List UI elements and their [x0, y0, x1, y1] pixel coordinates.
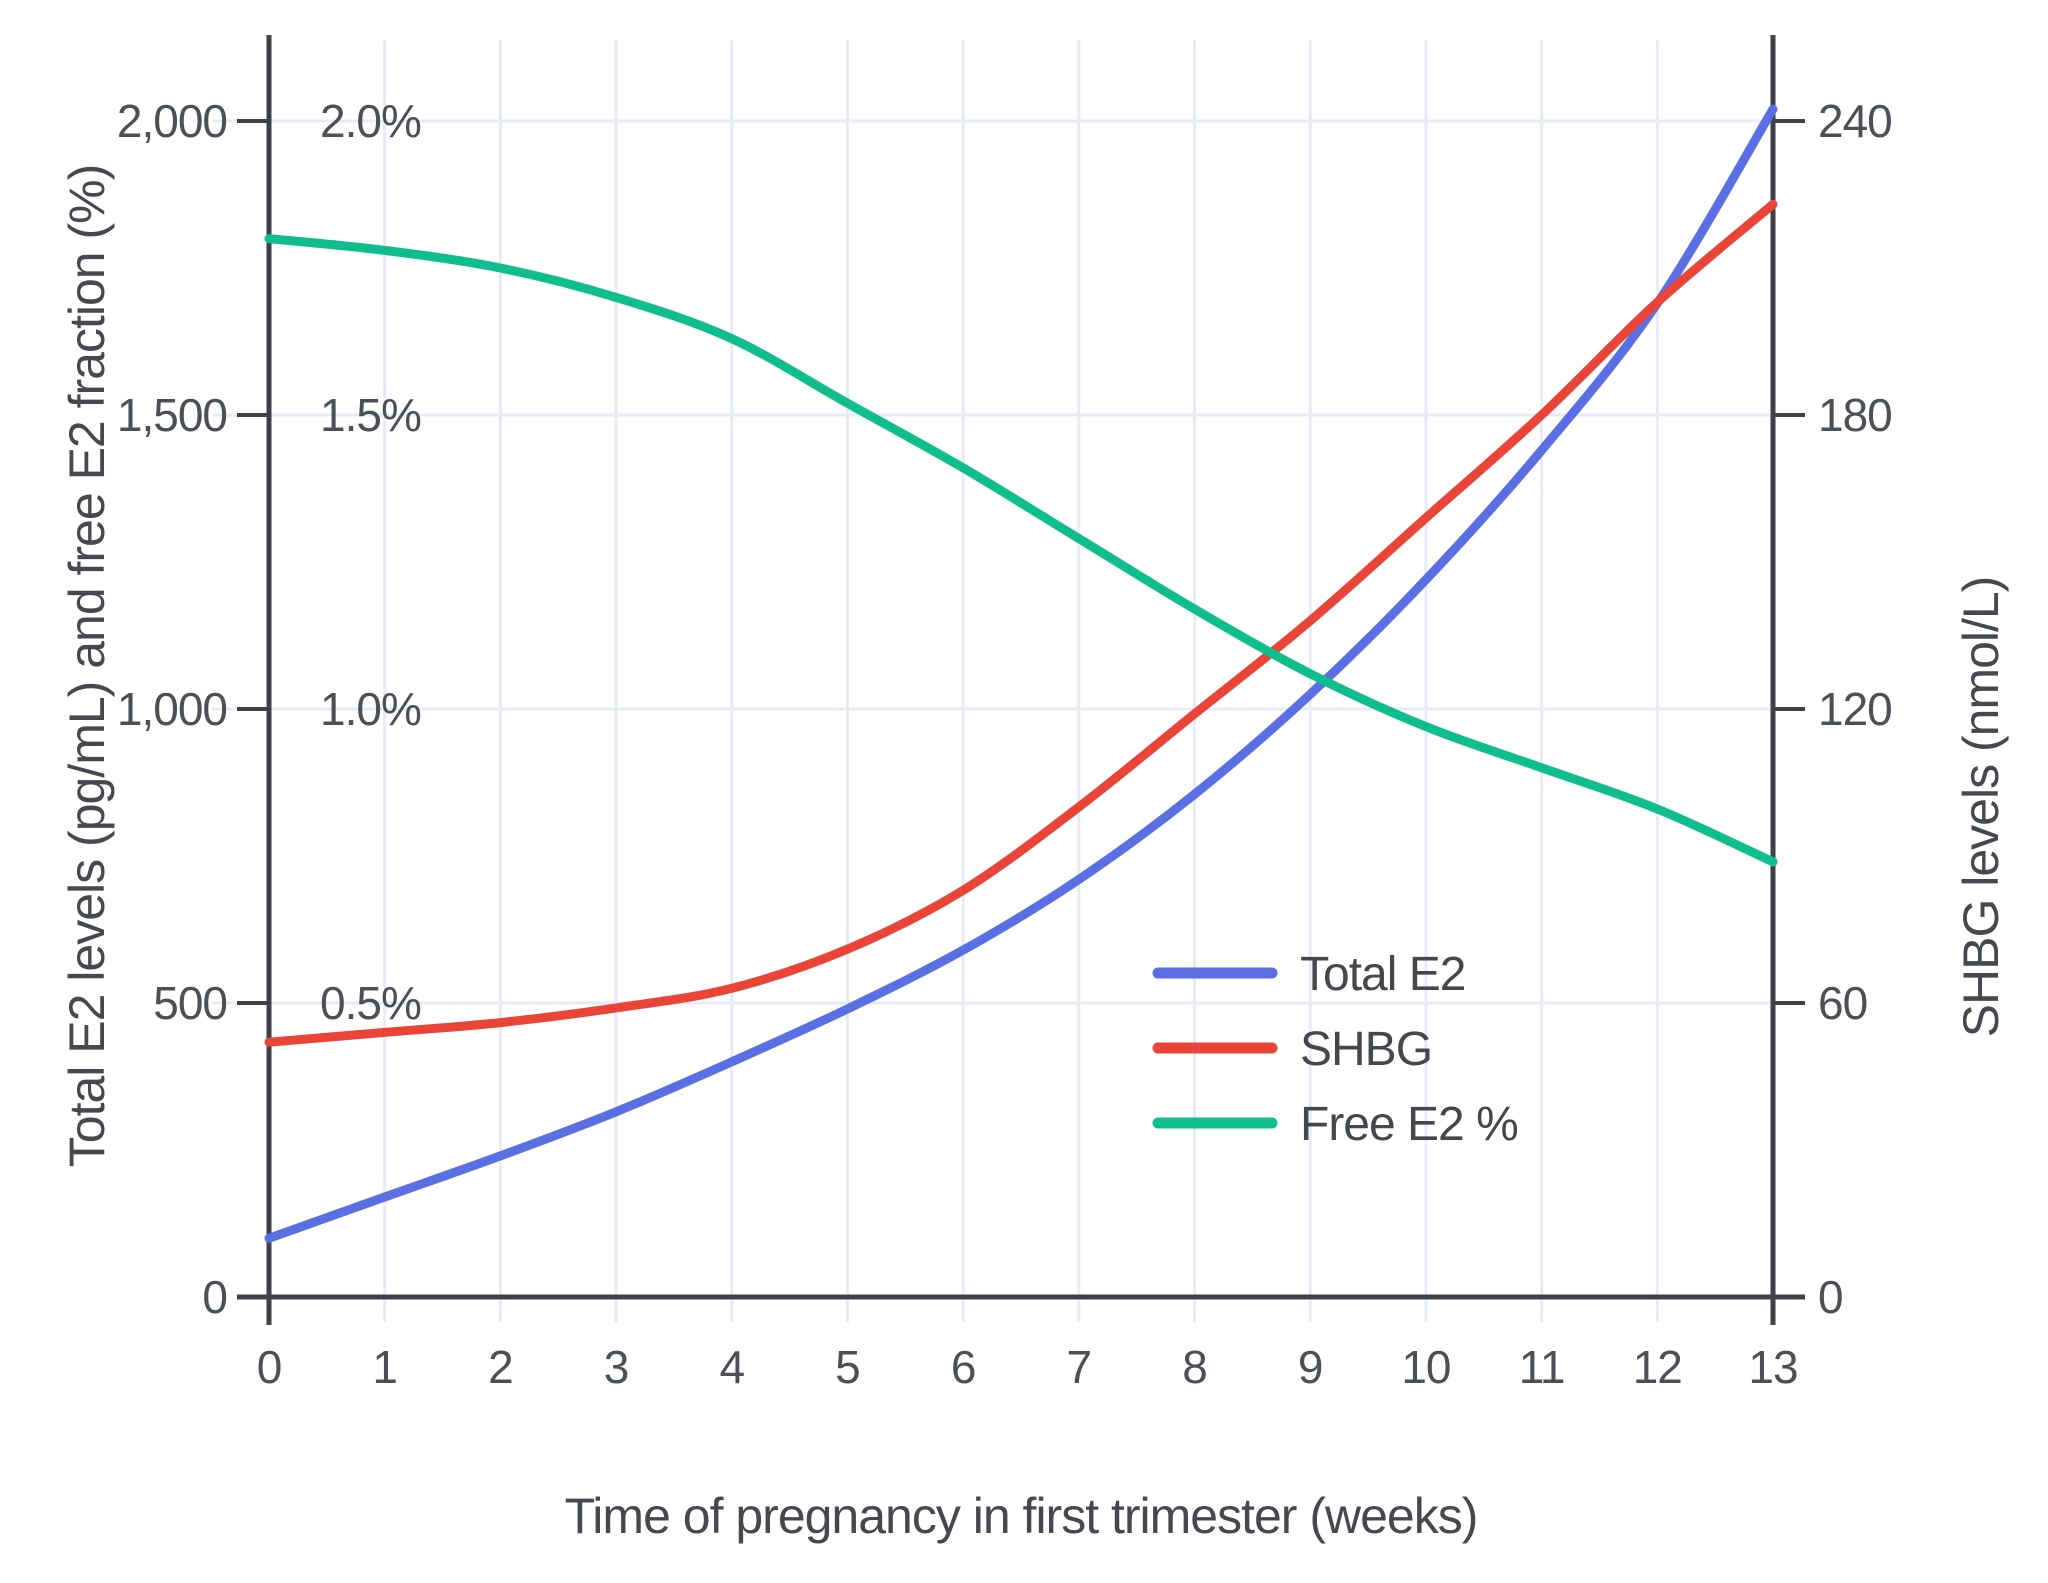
free-e2-percent-annotation: 0.5% [320, 977, 421, 1029]
x-axis-title: Time of pregnancy in first trimester (we… [565, 1488, 1478, 1544]
x-tick-label: 1 [372, 1341, 397, 1393]
free-e2-percent-annotation: 2.0% [320, 95, 421, 147]
series-line-free-e2 [264, 234, 1778, 867]
x-tick-label: 3 [604, 1341, 629, 1393]
left-y-axis-title: Total E2 levels (pg/mL) and free E2 frac… [59, 165, 115, 1167]
left-y-tick-label: 1,500 [117, 389, 227, 441]
right-y-tick-label: 60 [1818, 977, 1867, 1029]
x-tick-label: 9 [1298, 1341, 1323, 1393]
series-line-shbg [264, 199, 1778, 1047]
legend-label-total-e2: Total E2 [1300, 948, 1465, 1001]
left-y-tick-label: 0 [202, 1271, 227, 1323]
axis-lines [237, 35, 1805, 1325]
x-tick-label: 0 [257, 1341, 282, 1393]
free-e2-percent-annotation: 1.5% [320, 389, 421, 441]
free-e2-percent-annotation: 1.0% [320, 683, 421, 735]
x-tick-label: 13 [1748, 1341, 1797, 1393]
series-lines [264, 104, 1778, 1243]
right-y-axis-title: SHBG levels (nmol/L) [1953, 577, 2009, 1038]
x-tick-label: 6 [951, 1341, 976, 1393]
percent-annotations: 0.5% 1.0% 1.5% 2.0% [320, 95, 422, 1029]
x-tick-label: 7 [1067, 1341, 1092, 1393]
series-line-total-e2 [264, 104, 1778, 1243]
right-y-tick-label: 240 [1818, 95, 1892, 147]
right-y-tick-label: 180 [1818, 389, 1892, 441]
gridlines [212, 40, 1773, 1322]
x-tick-label: 12 [1633, 1341, 1682, 1393]
right-y-tick-label: 0 [1818, 1271, 1843, 1323]
x-tick-label: 10 [1401, 1341, 1450, 1393]
legend-label-shbg: SHBG [1300, 1023, 1432, 1076]
x-tick-label: 2 [488, 1341, 513, 1393]
x-tick-label: 11 [1519, 1341, 1565, 1393]
x-tick-label: 5 [835, 1341, 860, 1393]
legend-label-free-e2: Free E2 % [1300, 1098, 1518, 1151]
right-y-tick-label: 120 [1818, 683, 1892, 735]
left-y-tick-label: 1,000 [117, 683, 227, 735]
legend: Total E2 SHBG Free E2 % [1152, 948, 1519, 1151]
left-y-tick-label: 2,000 [117, 95, 227, 147]
x-tick-label: 4 [719, 1341, 744, 1393]
left-y-tick-label: 500 [153, 977, 227, 1029]
x-tick-label: 8 [1182, 1341, 1207, 1393]
